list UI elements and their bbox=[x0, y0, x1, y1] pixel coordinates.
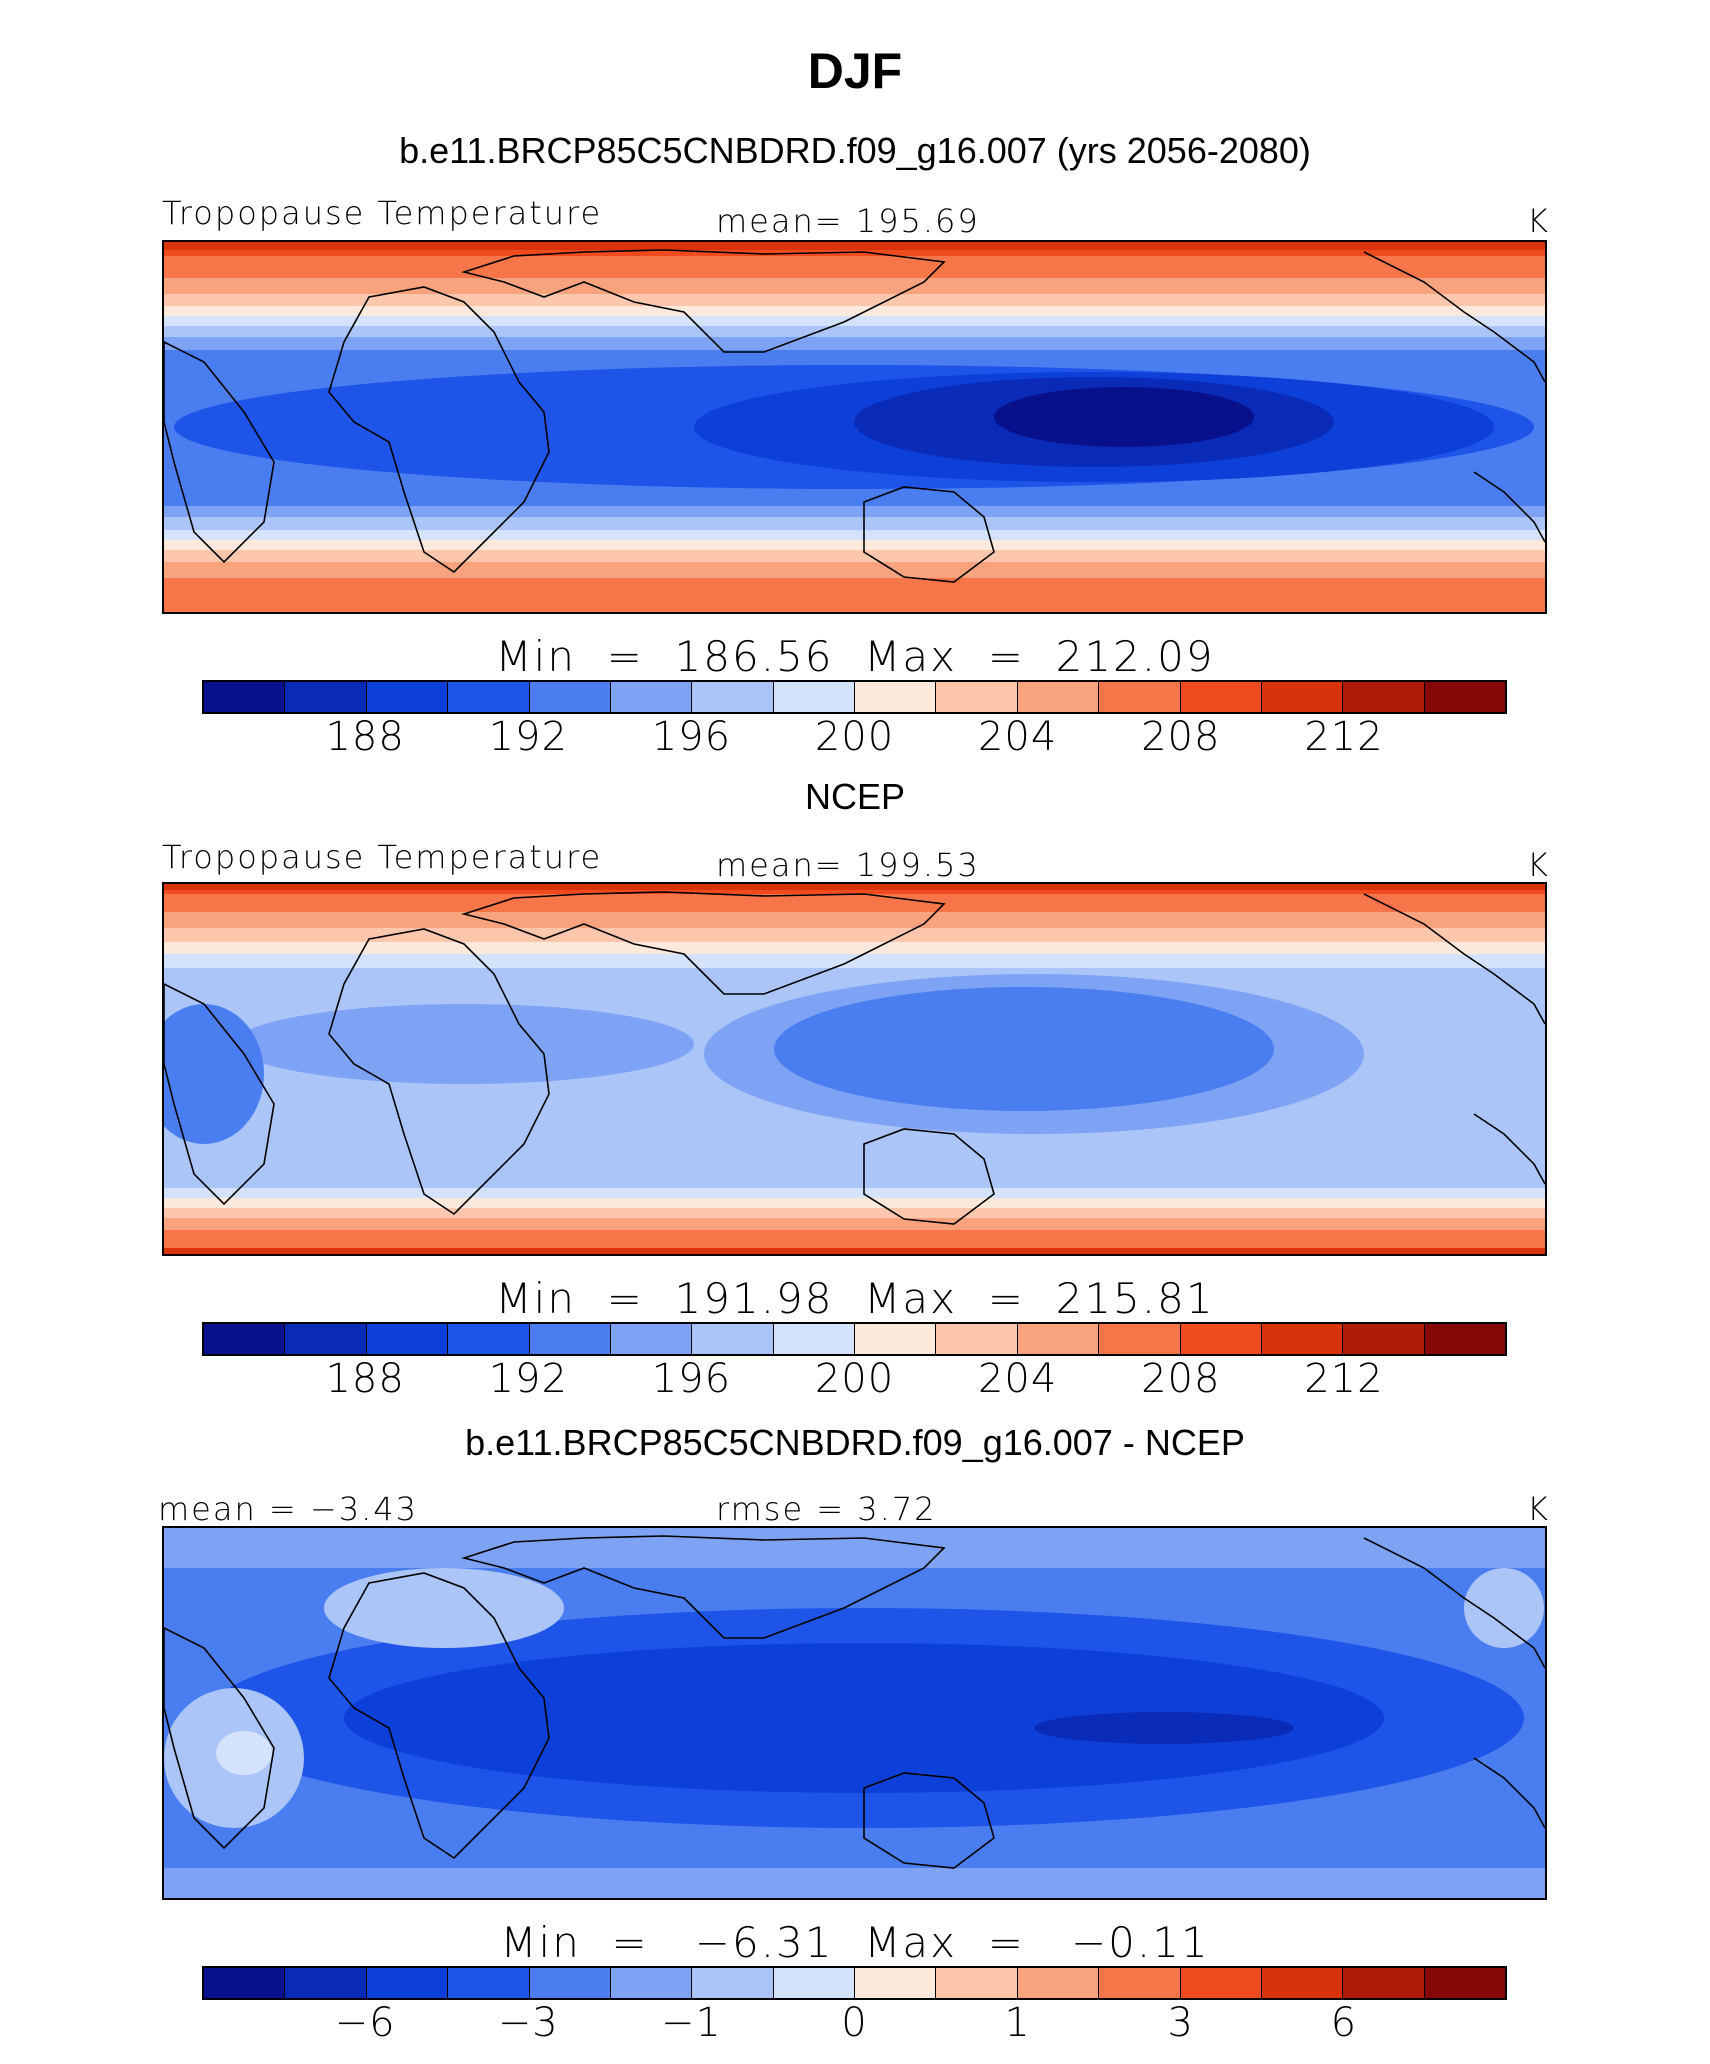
panel-3-min-max: Min = −6.31 Max = −0.11 bbox=[500, 1918, 1210, 1967]
colorbar-tick-label: 188 bbox=[325, 714, 405, 760]
panel-3-colorbar-ticks: −6 −3 −1 0 1 3 6 bbox=[0, 2000, 1710, 2050]
colorbar-box bbox=[448, 682, 530, 712]
colorbar-box bbox=[285, 1324, 367, 1354]
colorbar-tick-label: 200 bbox=[814, 714, 895, 760]
figure-title: DJF bbox=[807, 43, 903, 99]
panel-1-min-max: Min = 186.56 Max = 212.09 bbox=[495, 632, 1215, 681]
colorbar-box bbox=[285, 682, 367, 712]
colorbar-tick-label: 200 bbox=[814, 1356, 895, 1402]
colorbar-box bbox=[204, 682, 286, 712]
colorbar-tick-label: 204 bbox=[977, 1356, 1058, 1402]
colorbar-box bbox=[448, 1968, 530, 1998]
colorbar-tick-label: 208 bbox=[1141, 714, 1221, 760]
colorbar-tick-label: 208 bbox=[1141, 1356, 1221, 1402]
panel-3-units-label: K bbox=[1527, 1490, 1550, 1528]
panel-2-mean-label: mean= 199.53 bbox=[716, 846, 980, 884]
colorbar-box bbox=[610, 682, 693, 712]
colorbar-box bbox=[692, 682, 774, 712]
panel-2-variable-label: Tropopause Temperature bbox=[162, 838, 603, 876]
colorbar-box bbox=[773, 1968, 855, 1998]
panel-1-colorbar bbox=[202, 680, 1507, 714]
colorbar-box bbox=[1017, 1324, 1100, 1354]
panel-2-colorbar-ticks: 188 192 196 200 204 208 212 bbox=[0, 1356, 1710, 1406]
colorbar-tick-label: 196 bbox=[651, 1356, 732, 1402]
colorbar-box bbox=[366, 1324, 449, 1354]
panel-1-variable-label: Tropopause Temperature bbox=[162, 194, 603, 232]
colorbar-box bbox=[936, 682, 1018, 712]
colorbar-box bbox=[1424, 1324, 1505, 1354]
colorbar-box bbox=[1343, 682, 1425, 712]
colorbar-box bbox=[692, 1324, 774, 1354]
colorbar-box bbox=[1017, 682, 1100, 712]
colorbar-box bbox=[1343, 1324, 1425, 1354]
colorbar-tick-label: 6 bbox=[1330, 2000, 1358, 2046]
colorbar-box bbox=[1017, 1968, 1100, 1998]
colorbar-box bbox=[1099, 1324, 1181, 1354]
colorbar-tick-label: 196 bbox=[651, 714, 732, 760]
panel-2-map bbox=[162, 882, 1547, 1256]
colorbar-box bbox=[285, 1968, 367, 1998]
colorbar-box bbox=[936, 1968, 1018, 1998]
panel-3-colorbar bbox=[202, 1966, 1507, 2000]
colorbar-box bbox=[529, 1324, 611, 1354]
colorbar-box bbox=[773, 682, 855, 712]
colorbar-tick-label: 204 bbox=[977, 714, 1058, 760]
colorbar-box bbox=[1424, 682, 1505, 712]
colorbar-tick-label: −3 bbox=[497, 2000, 559, 2046]
panel-1-units-label: K bbox=[1527, 202, 1550, 240]
colorbar-tick-label: −1 bbox=[660, 2000, 722, 2046]
colorbar-box bbox=[366, 682, 449, 712]
colorbar-box bbox=[204, 1968, 286, 1998]
colorbar-box bbox=[1099, 1968, 1181, 1998]
panel-3-rmse-label: rmse = 3.72 bbox=[716, 1490, 937, 1528]
panel-3-map bbox=[162, 1526, 1547, 1900]
panel-2-title: NCEP bbox=[804, 776, 906, 817]
panel-2-colorbar bbox=[202, 1322, 1507, 1356]
colorbar-box bbox=[204, 1324, 286, 1354]
colorbar-box bbox=[448, 1324, 530, 1354]
panel-2-units-label: K bbox=[1527, 846, 1550, 884]
colorbar-box bbox=[1261, 682, 1344, 712]
colorbar-tick-label: 212 bbox=[1304, 714, 1384, 760]
colorbar-tick-label: 192 bbox=[488, 714, 568, 760]
colorbar-box bbox=[855, 1968, 937, 1998]
colorbar-box bbox=[692, 1968, 774, 1998]
colorbar-tick-label: 0 bbox=[841, 2000, 868, 2046]
panel-1-title: b.e11.BRCP85C5CNBDRD.f09_g16.007 (yrs 20… bbox=[399, 130, 1311, 171]
colorbar-box bbox=[610, 1968, 693, 1998]
colorbar-box bbox=[610, 1324, 693, 1354]
colorbar-box bbox=[936, 1324, 1018, 1354]
colorbar-box bbox=[1261, 1324, 1344, 1354]
panel-2-contour-field bbox=[164, 884, 1545, 1254]
colorbar-box bbox=[1099, 682, 1181, 712]
colorbar-box bbox=[1180, 1968, 1262, 1998]
colorbar-box bbox=[1180, 682, 1262, 712]
panel-2-min-max: Min = 191.98 Max = 215.81 bbox=[495, 1274, 1215, 1323]
panel-1-map bbox=[162, 240, 1547, 614]
colorbar-box bbox=[529, 682, 611, 712]
panel-1-colorbar-ticks: 188 192 196 200 204 208 212 bbox=[0, 714, 1710, 764]
colorbar-box bbox=[1343, 1968, 1425, 1998]
colorbar-box bbox=[529, 1968, 611, 1998]
colorbar-box bbox=[773, 1324, 855, 1354]
colorbar-box bbox=[1261, 1968, 1344, 1998]
colorbar-box bbox=[855, 682, 937, 712]
panel-3-mean-label: mean = −3.43 bbox=[158, 1490, 418, 1528]
colorbar-tick-label: 1 bbox=[1004, 2000, 1031, 2046]
colorbar-box bbox=[366, 1968, 449, 1998]
colorbar-box bbox=[855, 1324, 937, 1354]
panel-3-contour-field bbox=[164, 1528, 1545, 1898]
colorbar-tick-label: 188 bbox=[325, 1356, 405, 1402]
colorbar-box bbox=[1180, 1324, 1262, 1354]
colorbar-tick-label: 192 bbox=[488, 1356, 568, 1402]
panel-1-contour-field bbox=[164, 242, 1545, 612]
panel-1-mean-label: mean= 195.69 bbox=[716, 202, 980, 240]
colorbar-tick-label: 3 bbox=[1167, 2000, 1194, 2046]
panel-3-title: b.e11.BRCP85C5CNBDRD.f09_g16.007 - NCEP bbox=[465, 1422, 1245, 1463]
colorbar-tick-label: 212 bbox=[1304, 1356, 1384, 1402]
colorbar-box bbox=[1424, 1968, 1505, 1998]
colorbar-tick-label: −6 bbox=[334, 2000, 396, 2046]
